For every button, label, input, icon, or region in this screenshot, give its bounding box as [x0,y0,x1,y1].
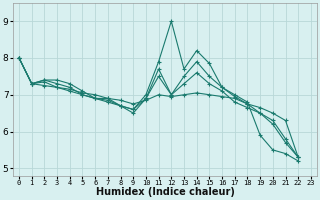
X-axis label: Humidex (Indice chaleur): Humidex (Indice chaleur) [96,187,234,197]
